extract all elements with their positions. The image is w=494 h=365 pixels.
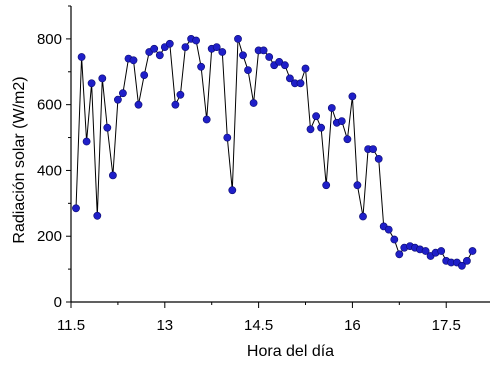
data-point: [77, 53, 86, 61]
y-axis-title: Radiación solar (W/m2): [11, 76, 28, 243]
data-point: [82, 137, 91, 146]
data-point: [421, 247, 430, 255]
data-point: [140, 71, 149, 79]
data-point: [390, 235, 399, 244]
data-point: [72, 204, 80, 213]
data-point: [275, 58, 284, 66]
data-point: [468, 247, 477, 255]
data-point: [109, 171, 117, 180]
data-point: [306, 125, 315, 134]
data-point: [165, 39, 174, 48]
data-point: [259, 46, 268, 55]
data-point: [462, 256, 471, 265]
data-point: [437, 247, 446, 255]
data-point: [234, 35, 242, 43]
data-point: [197, 62, 205, 71]
data-point: [98, 74, 107, 83]
data-point: [155, 51, 164, 60]
data-point: [322, 181, 331, 190]
data-point: [150, 44, 159, 53]
y-tick-label: 0: [54, 294, 62, 311]
data-point: [359, 212, 367, 221]
data-point: [457, 261, 466, 270]
data-point: [337, 117, 346, 125]
series-line: [75, 38, 473, 267]
axes: [70, 6, 490, 303]
x-tick-label: 17.5: [432, 317, 461, 334]
data-point: [343, 135, 352, 144]
y-tick-label: 800: [37, 31, 62, 48]
data-point: [244, 66, 252, 74]
y-tick-label: 600: [37, 97, 62, 114]
y-tick-label: 200: [37, 228, 62, 245]
data-point: [327, 104, 336, 112]
data-point: [93, 211, 102, 220]
data-point: [239, 51, 247, 60]
data-point: [280, 61, 289, 70]
data-point: [369, 145, 377, 153]
data-point: [181, 43, 190, 51]
data-point: [317, 123, 325, 132]
x-tick-label: 14.5: [244, 317, 273, 334]
data-point: [87, 79, 96, 88]
data-point: [374, 154, 383, 163]
data-point: [223, 133, 232, 142]
data-point: [218, 48, 227, 56]
data-point: [312, 112, 320, 121]
data-point: [249, 99, 258, 107]
data-point: [296, 79, 305, 88]
x-tick-label: 11.5: [57, 317, 85, 334]
data-point: [353, 181, 362, 190]
data-point: [129, 56, 138, 65]
data-point: [176, 90, 185, 99]
data-point: [228, 186, 237, 195]
data-point: [301, 64, 310, 73]
data-point: [192, 36, 200, 45]
tick-labels: 0 200 400 600 800 11.5 13 14.5 16 17.5: [37, 31, 461, 334]
data-point: [384, 225, 393, 234]
data-point: [114, 95, 122, 104]
data-point: [202, 115, 211, 124]
data-point: [395, 250, 404, 259]
data-point: [285, 74, 294, 83]
data-point: [134, 100, 143, 109]
x-tick-label: 16: [344, 317, 361, 334]
data-point: [171, 100, 180, 109]
x-tick-label: 13: [156, 317, 173, 334]
data-point: [348, 92, 357, 101]
x-axis-title: Hora del día: [247, 343, 334, 360]
data-point: [212, 43, 221, 51]
data-points: [72, 35, 477, 270]
data-point: [119, 89, 127, 98]
y-tick-label: 400: [37, 162, 62, 179]
data-point: [103, 123, 112, 132]
tick-marks: [66, 5, 447, 308]
data-point: [265, 53, 274, 61]
